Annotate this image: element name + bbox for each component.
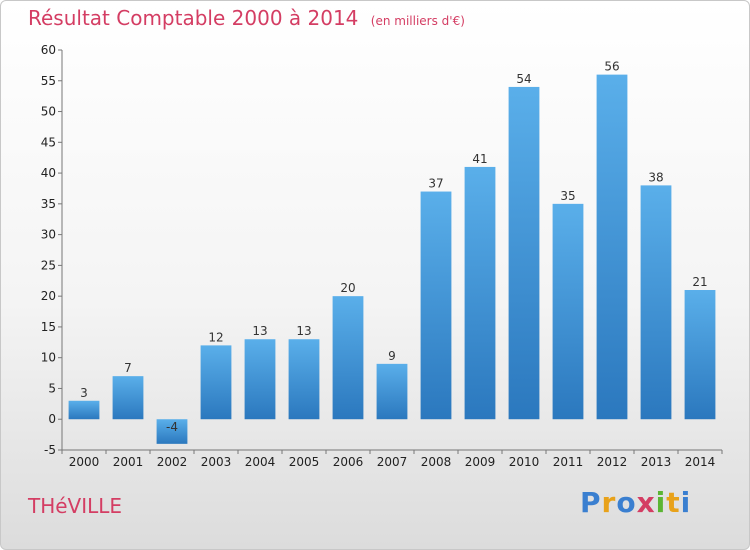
y-tick-label: 50	[41, 105, 56, 119]
value-label-2006: 20	[340, 281, 355, 295]
value-label-2008: 37	[428, 177, 443, 191]
y-tick-label: 35	[41, 197, 56, 211]
y-tick-label: 10	[41, 351, 56, 365]
chart-title-text: Résultat Comptable 2000 à 2014	[28, 6, 359, 30]
value-label-2012: 56	[604, 60, 619, 74]
proxiti-logo: Proxiti	[580, 486, 691, 519]
x-tick-label: 2014	[685, 455, 716, 469]
x-tick-label: 2012	[597, 455, 628, 469]
bar-2008	[420, 191, 452, 420]
logo-letter: o	[616, 486, 637, 519]
y-tick-label: 25	[41, 258, 56, 272]
value-label-2009: 41	[472, 152, 487, 166]
bar-2012	[596, 74, 628, 420]
x-tick-label: 2010	[509, 455, 540, 469]
value-label-2007: 9	[388, 349, 396, 363]
y-tick-label: 60	[41, 43, 56, 57]
logo-letter: i	[655, 486, 667, 519]
value-label-2005: 13	[296, 324, 311, 338]
value-label-2003: 12	[208, 330, 223, 344]
y-tick-label: 0	[48, 412, 56, 426]
bar-2000	[68, 400, 100, 420]
y-tick-label: 55	[41, 74, 56, 88]
bar-2004	[244, 339, 276, 420]
y-tick-label: 20	[41, 289, 56, 303]
chart-subtitle: (en milliers d'€)	[370, 14, 465, 28]
x-tick-label: 2013	[641, 455, 672, 469]
y-tick-label: 40	[41, 166, 56, 180]
bar-2013	[640, 185, 672, 420]
value-label-2011: 35	[560, 189, 575, 203]
x-tick-label: 2008	[421, 455, 452, 469]
value-label-2000: 3	[80, 386, 88, 400]
x-tick-label: 2003	[201, 455, 232, 469]
bar-2010	[508, 86, 540, 420]
y-tick-label: 30	[41, 228, 56, 242]
logo-letter: t	[666, 486, 681, 519]
x-tick-label: 2004	[245, 455, 276, 469]
value-label-2002: -4	[166, 420, 178, 434]
bar-2014	[684, 290, 716, 420]
y-tick-label: 15	[41, 320, 56, 334]
value-label-2010: 54	[516, 72, 531, 86]
x-tick-label: 2005	[289, 455, 320, 469]
bar-2003	[200, 345, 232, 420]
x-tick-label: 2007	[377, 455, 408, 469]
logo-letter: x	[636, 486, 656, 519]
bar-2001	[112, 376, 144, 420]
x-tick-label: 2009	[465, 455, 496, 469]
x-tick-label: 2000	[69, 455, 100, 469]
bar-2005	[288, 339, 320, 420]
x-tick-label: 2006	[333, 455, 364, 469]
bar-2002	[156, 419, 188, 444]
logo-letter: P	[580, 486, 602, 519]
logo-letter: r	[601, 486, 617, 519]
bar-2011	[552, 203, 584, 420]
commune-name: THéVILLE	[28, 494, 123, 518]
chart-title: Résultat Comptable 2000 à 2014 (en milli…	[28, 6, 465, 30]
value-label-2001: 7	[124, 361, 132, 375]
value-label-2004: 13	[252, 324, 267, 338]
y-tick-label: 5	[48, 381, 56, 395]
value-label-2013: 38	[648, 170, 663, 184]
y-tick-label: -5	[44, 443, 56, 457]
value-label-2014: 21	[692, 275, 707, 289]
logo-letter: i	[680, 486, 692, 519]
x-tick-label: 2001	[113, 455, 144, 469]
y-tick-label: 45	[41, 135, 56, 149]
bar-2007	[376, 363, 408, 420]
x-tick-label: 2002	[157, 455, 188, 469]
x-tick-label: 2011	[553, 455, 584, 469]
bar-2009	[464, 166, 496, 420]
bar-2006	[332, 296, 364, 420]
